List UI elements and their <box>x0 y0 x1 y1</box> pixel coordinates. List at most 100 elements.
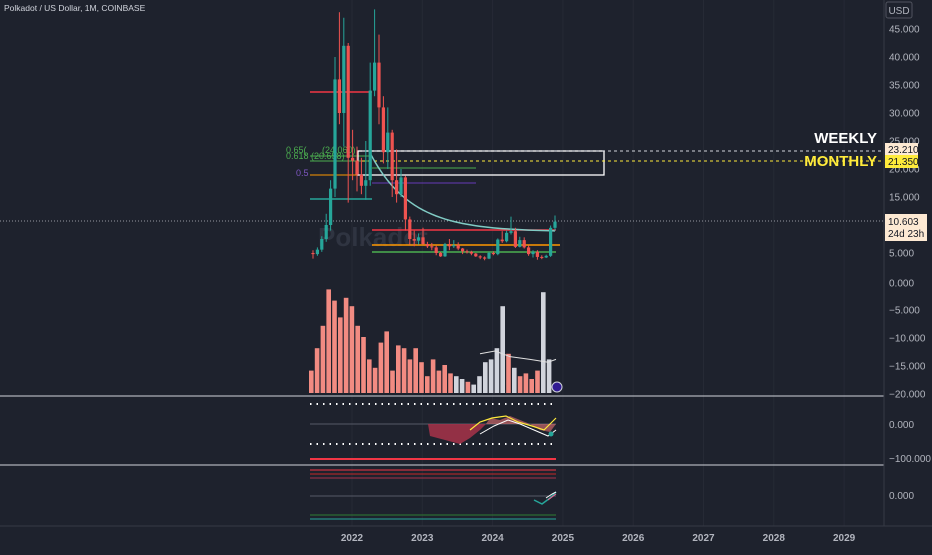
candle-body <box>386 132 390 153</box>
oscillator-bar <box>523 373 529 393</box>
price-tick-label: 15.000 <box>889 193 920 204</box>
candle-body <box>359 174 363 186</box>
time-tick-label: 2022 <box>341 533 364 544</box>
symbol-header: Polkadot / US Dollar, 1M, COINBASE <box>4 3 146 13</box>
oscillator-bar <box>517 376 523 393</box>
candle-body <box>513 231 517 247</box>
oscillator-bar <box>401 348 407 393</box>
candle-body <box>390 132 394 181</box>
oscillator-bar <box>390 370 395 393</box>
countdown-tag: 24d 23h <box>888 229 924 240</box>
oscillator-bar <box>500 306 505 393</box>
time-tick-label: 2025 <box>552 533 575 544</box>
price-tick-label: 5.000 <box>889 249 914 260</box>
oscillator-bar <box>448 373 453 393</box>
candle-body <box>351 157 355 161</box>
momentum-line-yellow <box>469 415 557 431</box>
panel4-signal-pink <box>547 493 557 501</box>
time-tick-label: 2027 <box>692 533 715 544</box>
candle-body <box>469 251 473 254</box>
oscillator-bar <box>384 331 389 393</box>
oscillator-bar <box>541 292 546 393</box>
candle-body <box>381 107 385 153</box>
oscillator-bar <box>459 379 465 393</box>
candle-body <box>509 231 513 233</box>
candle-body <box>544 255 548 258</box>
currency-badge[interactable]: USD <box>888 6 909 17</box>
oscillator-bar <box>442 365 447 393</box>
candle-body <box>447 244 451 247</box>
oscillator-bar <box>349 306 355 393</box>
panel4-signal-green <box>533 491 557 505</box>
oscillator-bar <box>471 384 476 393</box>
candle-body <box>421 237 425 245</box>
oscillator-tick-label: −5.000 <box>889 306 920 317</box>
oscillator-bar <box>338 317 343 393</box>
candle-body <box>342 45 346 113</box>
candle-body <box>377 62 381 108</box>
momentum-dot <box>548 431 554 437</box>
candle-body <box>430 246 434 248</box>
oscillator-bar <box>413 348 418 393</box>
candle-body <box>417 237 421 241</box>
oscillator-tick-label: −20.000 <box>889 390 926 401</box>
oscillator-axis: 0.000 −5.000 −10.000 −15.000 −20.000 0.000 −10… <box>889 279 931 503</box>
candle-body <box>487 253 491 259</box>
oscillator-bar <box>512 367 517 393</box>
monthly-label: MONTHLY <box>804 153 877 170</box>
candle-body <box>364 180 368 186</box>
oscillator-histogram <box>309 289 552 393</box>
candle-body <box>355 160 359 175</box>
monthly-price-tag: 21.350 <box>888 157 919 168</box>
price-tick-label: 35.000 <box>889 81 920 92</box>
candle-body <box>452 245 456 247</box>
oscillator-tick-label: −15.000 <box>889 362 926 373</box>
oscillator-bar <box>477 376 482 393</box>
candle-body <box>399 177 403 195</box>
candle-body <box>408 219 412 239</box>
panel3-tick-label: −100.000 <box>889 454 931 465</box>
current-price-tag-box <box>885 214 927 241</box>
oscillator-bar <box>483 362 488 393</box>
oscillator-bar <box>465 381 471 393</box>
trend-panel <box>310 469 557 520</box>
oscillator-bar <box>314 348 320 393</box>
candle-body <box>518 240 522 247</box>
momentum-bear-area <box>428 424 486 444</box>
candle-body <box>311 253 315 255</box>
oscillator-bar <box>529 379 534 393</box>
grid <box>351 0 845 526</box>
candle-body <box>456 245 460 249</box>
momentum-panel <box>310 403 557 460</box>
candle-body <box>439 253 443 257</box>
symbol-watermark: Polkadot <box>318 222 428 252</box>
oscillator-bar <box>488 359 494 393</box>
candles <box>311 9 557 261</box>
price-tick-label: 25.000 <box>889 137 920 148</box>
candle-body <box>395 180 399 195</box>
candle-body <box>496 239 500 255</box>
oscillator-bar <box>378 342 384 393</box>
candle-body <box>320 239 324 250</box>
candle-body <box>483 257 487 259</box>
candle-body <box>443 244 447 257</box>
candle-body <box>491 253 495 255</box>
oscillator-bar <box>454 376 459 393</box>
candle-body <box>505 232 509 242</box>
price-tick-label: 40.000 <box>889 53 920 64</box>
time-tick-label: 2024 <box>481 533 504 544</box>
currency-badge-box[interactable] <box>885 1 913 19</box>
candle-body <box>478 256 482 258</box>
weekly-label: WEEKLY <box>814 130 877 147</box>
price-tick-label: 20.000 <box>889 165 920 176</box>
fib-0618-label: 0.618 (20.658) <box>286 151 345 161</box>
oscillator-bar <box>326 289 331 393</box>
time-tick-label: 2026 <box>622 533 645 544</box>
oscillator-bar <box>332 300 337 393</box>
weekly-price-tag-box <box>885 143 918 156</box>
candle-body <box>337 79 341 113</box>
oscillator-bar <box>436 370 442 393</box>
oscillator-bar <box>343 297 349 393</box>
oscillator-bar <box>407 359 413 393</box>
candle-body <box>500 239 504 242</box>
